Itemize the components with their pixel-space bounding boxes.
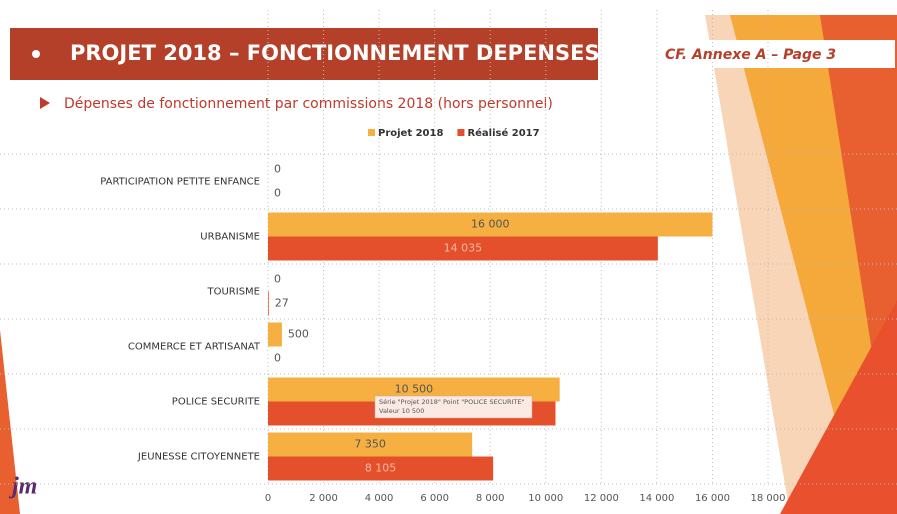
data-label: 16 000 [471,218,510,231]
y-tick-label: TOURISME [207,287,261,298]
title-box [10,28,598,80]
tooltip: Série "Projet 2018" Point "POLICE SECURI… [374,395,533,419]
chart: 0 2 000 4 000 6 000 8 000 10 000 12 000 14 000 1… [0,10,897,504]
annotation: CF. Annexe A – Page 3 [665,47,836,63]
bar [268,236,658,261]
x-tick-label: 2 000 [309,493,338,504]
legend-label: Projet 2018 [378,128,443,139]
x-tick-label: 0 [265,493,271,504]
data-label: 0 [274,273,281,286]
bullet [32,50,40,58]
x-tick-label: 8 000 [476,493,505,504]
x-tick-label: 16 000 [695,493,730,504]
x-tick-label: 10 000 [528,493,563,504]
data-label: 7 350 [354,438,386,451]
tooltip-text: Valeur 10 500 [379,407,424,415]
bar [268,322,282,347]
x-tick-label: 4 000 [365,493,394,504]
tooltip-text: Série "Projet 2018" Point "POLICE SECURI… [379,398,525,406]
legend-swatch [457,129,465,136]
x-tick-label: 14 000 [639,493,674,504]
bar [268,291,269,316]
legend-swatch [368,129,375,136]
x-tick-label: 6 000 [420,493,449,504]
decoration [0,330,20,514]
y-tick-label: URBANISME [200,232,260,243]
data-label: 0 [274,352,281,365]
bar [268,212,713,237]
data-label: 0 [274,187,281,200]
data-label: 27 [275,297,289,310]
title: PROJET 2018 – FONCTIONNEMENT DEPENSES [70,41,600,65]
y-tick-label: PARTICIPATION PETITE ENFANCE [100,177,260,188]
data-label: 10 500 [395,383,434,396]
x-tick-label: 18 000 [751,493,786,504]
bar [268,456,494,481]
annex-box [655,40,895,68]
data-label: 0 [274,163,281,176]
logo: jm [8,474,37,500]
decoration [780,300,897,514]
legend-label: Réalisé 2017 [467,127,539,139]
data-label: 8 105 [365,462,397,475]
y-tick-label: COMMERCE ET ARTISANAT [128,342,261,353]
y-tick-label: JEUNESSE CITOYENNETE [137,452,260,463]
subtitle: Dépenses de fonctionnement par commissio… [64,96,553,112]
x-tick-label: 12 000 [584,493,619,504]
data-label: 500 [288,328,309,341]
y-tick-label: POLICE SECURITE [172,397,260,408]
arrow-icon [40,97,50,109]
bar [268,432,473,457]
tooltip-box [374,395,533,419]
data-label: 14 035 [444,242,483,255]
